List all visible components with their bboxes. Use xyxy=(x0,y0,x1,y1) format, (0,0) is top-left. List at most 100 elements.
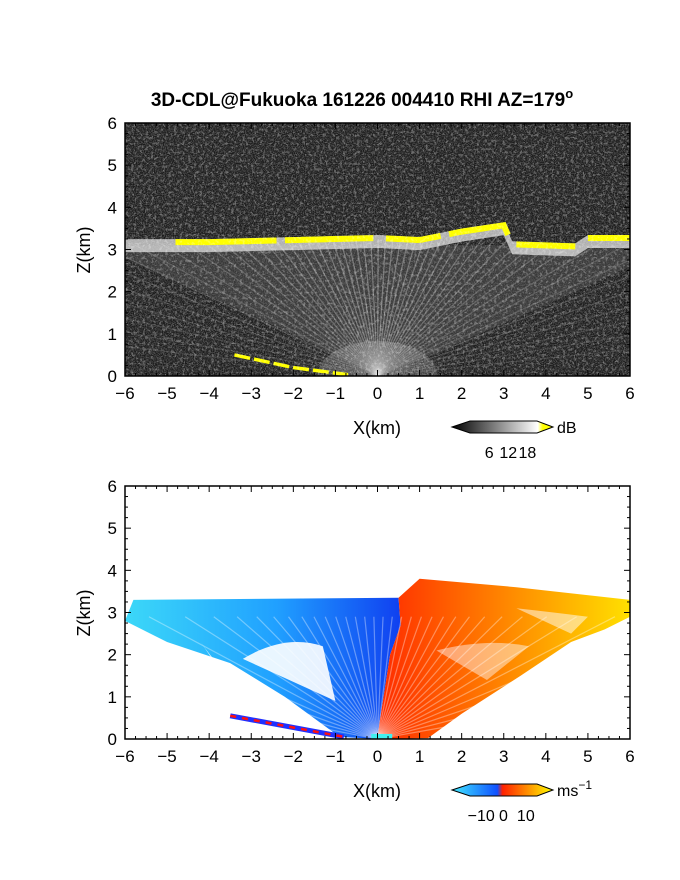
beam-streak xyxy=(125,689,378,739)
velocity-y-tick-label: 6 xyxy=(108,477,117,496)
velocity-x-tick-label: 6 xyxy=(625,747,634,766)
backscatter-x-tick-label: 3 xyxy=(499,384,508,403)
backscatter-x-tick-label: −4 xyxy=(199,384,218,403)
velocity-x-tick-label: 4 xyxy=(541,747,550,766)
backscatter-colorbar-tick-label: 18 xyxy=(519,445,537,462)
beam-streak xyxy=(288,616,378,739)
beam-streak xyxy=(345,616,379,739)
velocity-y-tick-label: 5 xyxy=(108,519,117,538)
beam-streak xyxy=(184,616,378,739)
beam-streak xyxy=(377,673,630,739)
velocity-colorbar-tick-label: 0 xyxy=(499,808,508,825)
beam-streak xyxy=(213,616,378,739)
backscatter-x-tick-label: −6 xyxy=(115,384,134,403)
beam-streak xyxy=(313,616,379,739)
no-echo-gap xyxy=(516,608,588,634)
backscatter-y-tick-label: 6 xyxy=(108,114,117,133)
velocity-y-axis-label: Z(km) xyxy=(74,590,94,637)
beam-streak xyxy=(377,616,616,739)
backscatter-x-axis-label: X(km) xyxy=(353,418,401,438)
backscatter-x-tick-label: 6 xyxy=(625,384,634,403)
backscatter-x-tick-label: 5 xyxy=(583,384,592,403)
near-zero-velocity-patch xyxy=(371,733,393,739)
beam-streak xyxy=(125,648,378,739)
beam-streak xyxy=(125,626,378,739)
velocity-colorbar-unit: ms−1 xyxy=(557,778,592,800)
beam-streak xyxy=(376,616,445,739)
beam-streak xyxy=(377,653,630,739)
backscatter-y-tick-label: 5 xyxy=(108,156,117,175)
backscatter-features xyxy=(125,123,630,376)
backscatter-x-tick-label: −2 xyxy=(284,384,303,403)
velocity-colorbar-ramp xyxy=(450,783,555,797)
velocity-x-tick-label: 2 xyxy=(457,747,466,766)
velocity-x-tick-label: −4 xyxy=(199,747,218,766)
beam-streak xyxy=(301,616,379,739)
backscatter-colorbar-tick-label: 6 xyxy=(485,445,494,462)
beam-streak xyxy=(364,616,379,739)
backscatter-colorbar-unit: dB xyxy=(557,420,577,437)
velocity-x-tick-label: −1 xyxy=(326,747,345,766)
beam-streak xyxy=(373,616,379,739)
velocity-x-tick-label: 3 xyxy=(499,747,508,766)
backscatter-x-tick-label: 1 xyxy=(415,384,424,403)
beam-streak xyxy=(377,616,503,739)
beam-streak xyxy=(376,616,384,739)
beam-streak xyxy=(377,631,630,739)
velocity-y-tick-label: 1 xyxy=(108,688,117,707)
beam-streak xyxy=(377,616,486,739)
backscatter-colorbar-tick-label: 12 xyxy=(499,445,517,462)
beam-streak xyxy=(377,616,548,739)
beam-streak xyxy=(376,616,393,739)
beam-streak xyxy=(376,616,423,739)
backscatter-x-tick-label: −1 xyxy=(326,384,345,403)
beam-streak xyxy=(236,616,378,739)
velocity-colorbar: ms−1 −10 0 10 xyxy=(450,778,592,825)
velocity-x-tick-label: −2 xyxy=(284,747,303,766)
velocity-colorbar-tick-label: 10 xyxy=(517,808,535,825)
backscatter-x-tick-label: −3 xyxy=(242,384,261,403)
beam-streak xyxy=(148,616,378,739)
backscatter-colorbar: dB 6 12 18 xyxy=(450,420,577,462)
beam-streak xyxy=(377,616,470,739)
backscatter-x-tick-label: 2 xyxy=(457,384,466,403)
velocity-x-tick-label: −5 xyxy=(157,747,176,766)
velocity-x-tick-label: −3 xyxy=(242,747,261,766)
backscatter-axes: −6 −5 −4 −3 −2 −1 0 1 2 3 4 5 6 0 1 2 3 4 5 6 xyxy=(108,114,635,403)
backscatter-colorbar-ramp xyxy=(450,420,555,434)
beam-streak xyxy=(376,616,457,739)
backscatter-x-tick-label: 0 xyxy=(373,384,382,403)
beam-streak xyxy=(377,616,523,739)
beam-streak xyxy=(376,616,403,739)
beam-streak xyxy=(273,616,378,739)
backscatter-y-tick-label: 3 xyxy=(108,241,117,260)
velocity-features xyxy=(125,578,630,739)
velocity-x-tick-label: 1 xyxy=(415,747,424,766)
chart-title: 3D-CDL@Fukuoka 161226 004410 RHI AZ=179o xyxy=(151,86,573,111)
velocity-y-tick-label: 3 xyxy=(108,604,117,623)
velocity-y-tick-label: 0 xyxy=(108,730,117,749)
velocity-y-tick-label: 2 xyxy=(108,646,117,665)
velocity-axes: −6 −5 −4 −3 −2 −1 0 1 2 3 4 5 6 0 1 2 3 4 5 6 xyxy=(108,477,635,766)
beam-streak xyxy=(376,616,433,739)
beam-streak xyxy=(377,693,630,739)
backscatter-y-tick-label: 0 xyxy=(108,367,117,386)
backscatter-y-axis-label: Z(km) xyxy=(74,227,94,274)
beam-streak xyxy=(324,616,379,739)
beam-streak xyxy=(377,616,577,739)
backscatter-x-tick-label: −5 xyxy=(157,384,176,403)
backscatter-speckle xyxy=(125,123,630,376)
beam-streak xyxy=(354,616,379,739)
velocity-x-tick-label: −6 xyxy=(115,747,134,766)
backscatter-y-tick-label: 4 xyxy=(108,198,117,217)
velocity-x-axis-label: X(km) xyxy=(353,781,401,801)
velocity-colorbar-tick-label: −10 xyxy=(468,808,495,825)
approaching-velocity-region xyxy=(125,597,401,739)
velocity-y-tick-label: 4 xyxy=(108,561,117,580)
beam-streak xyxy=(256,616,378,739)
surface-echo-positive xyxy=(229,714,345,739)
beam-streak xyxy=(125,669,378,739)
